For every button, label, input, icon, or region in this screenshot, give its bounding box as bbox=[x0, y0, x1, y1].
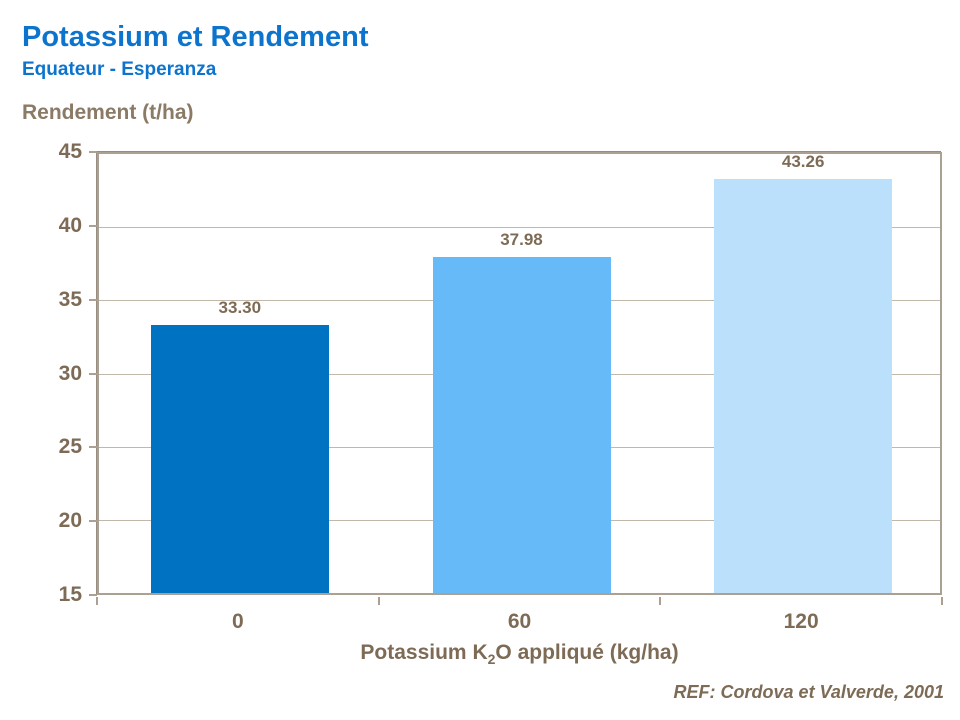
y-tick-label-15: 15 bbox=[58, 583, 82, 606]
y-tick-label-45: 45 bbox=[58, 140, 82, 163]
x-tick-mark-1 bbox=[377, 597, 380, 605]
chart-title: Potassium et Rendement bbox=[22, 21, 369, 53]
y-tick-mark-15 bbox=[89, 594, 97, 596]
y-tick-mark-45 bbox=[89, 151, 97, 153]
x-axis-title-suffix: O appliqué (kg/ha) bbox=[495, 641, 679, 664]
bar-value-label-120: 43.26 bbox=[781, 152, 825, 172]
x-tick-label-120: 120 bbox=[783, 610, 819, 633]
y-axis-title: Rendement (t/ha) bbox=[22, 101, 194, 124]
y-tick-label-30: 30 bbox=[58, 361, 82, 385]
x-axis-title-prefix: Potassium K bbox=[360, 641, 488, 664]
reference-citation: REF: Cordova et Valverde, 2001 bbox=[673, 682, 944, 702]
bar-60 bbox=[432, 256, 611, 593]
x-tick-mark-2 bbox=[659, 597, 662, 605]
gridline-y-40 bbox=[99, 227, 940, 229]
x-tick-label-60: 60 bbox=[507, 610, 532, 633]
bar-value-label-60: 37.98 bbox=[500, 229, 543, 249]
y-tick-label-25: 25 bbox=[58, 435, 82, 459]
y-tick-mark-25 bbox=[89, 446, 97, 449]
bar-120 bbox=[714, 179, 893, 593]
chart-subtitle: Equateur - Esperanza bbox=[22, 59, 217, 80]
x-tick-mark-0 bbox=[96, 597, 98, 605]
y-tick-mark-40 bbox=[89, 224, 97, 227]
y-tick-mark-30 bbox=[89, 372, 97, 375]
x-axis-title: Potassium K2O appliqué (kg/ha) bbox=[97, 641, 942, 667]
x-tick-label-0: 0 bbox=[231, 610, 244, 633]
y-tick-mark-20 bbox=[89, 520, 97, 523]
x-tick-mark-3 bbox=[941, 597, 943, 605]
x-axis-title-subscript: 2 bbox=[487, 651, 496, 668]
y-tick-label-40: 40 bbox=[58, 213, 82, 237]
plot-area: 33.30 37.98 43.26 bbox=[97, 152, 942, 595]
y-tick-label-20: 20 bbox=[58, 509, 82, 533]
y-tick-label-35: 35 bbox=[58, 287, 82, 311]
bar-0 bbox=[150, 325, 329, 593]
bar-value-label-0: 33.30 bbox=[218, 298, 262, 318]
y-tick-mark-35 bbox=[89, 298, 97, 301]
